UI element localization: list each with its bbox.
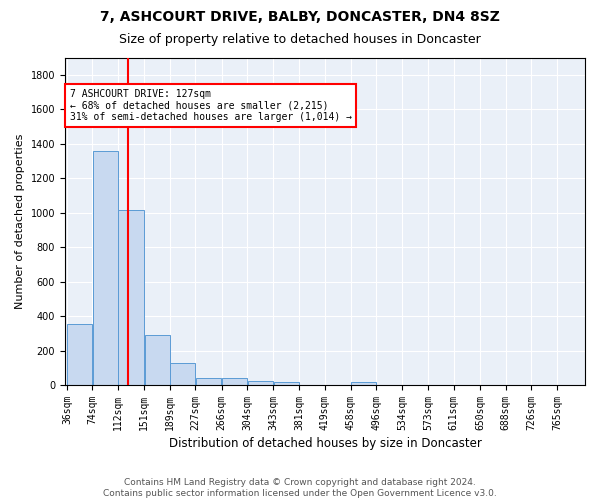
Bar <box>222 378 247 385</box>
Bar <box>67 324 92 385</box>
Bar <box>145 335 170 385</box>
Bar <box>170 362 195 385</box>
Y-axis label: Number of detached properties: Number of detached properties <box>15 134 25 309</box>
Text: Size of property relative to detached houses in Doncaster: Size of property relative to detached ho… <box>119 32 481 46</box>
Bar <box>93 150 118 385</box>
Bar <box>274 382 299 385</box>
Text: 7, ASHCOURT DRIVE, BALBY, DONCASTER, DN4 8SZ: 7, ASHCOURT DRIVE, BALBY, DONCASTER, DN4… <box>100 10 500 24</box>
Text: Contains HM Land Registry data © Crown copyright and database right 2024.
Contai: Contains HM Land Registry data © Crown c… <box>103 478 497 498</box>
Bar <box>196 378 221 385</box>
Bar <box>248 381 273 385</box>
X-axis label: Distribution of detached houses by size in Doncaster: Distribution of detached houses by size … <box>169 437 481 450</box>
Text: 7 ASHCOURT DRIVE: 127sqm
← 68% of detached houses are smaller (2,215)
31% of sem: 7 ASHCOURT DRIVE: 127sqm ← 68% of detach… <box>70 88 352 122</box>
Bar <box>118 210 144 385</box>
Bar <box>351 382 376 385</box>
